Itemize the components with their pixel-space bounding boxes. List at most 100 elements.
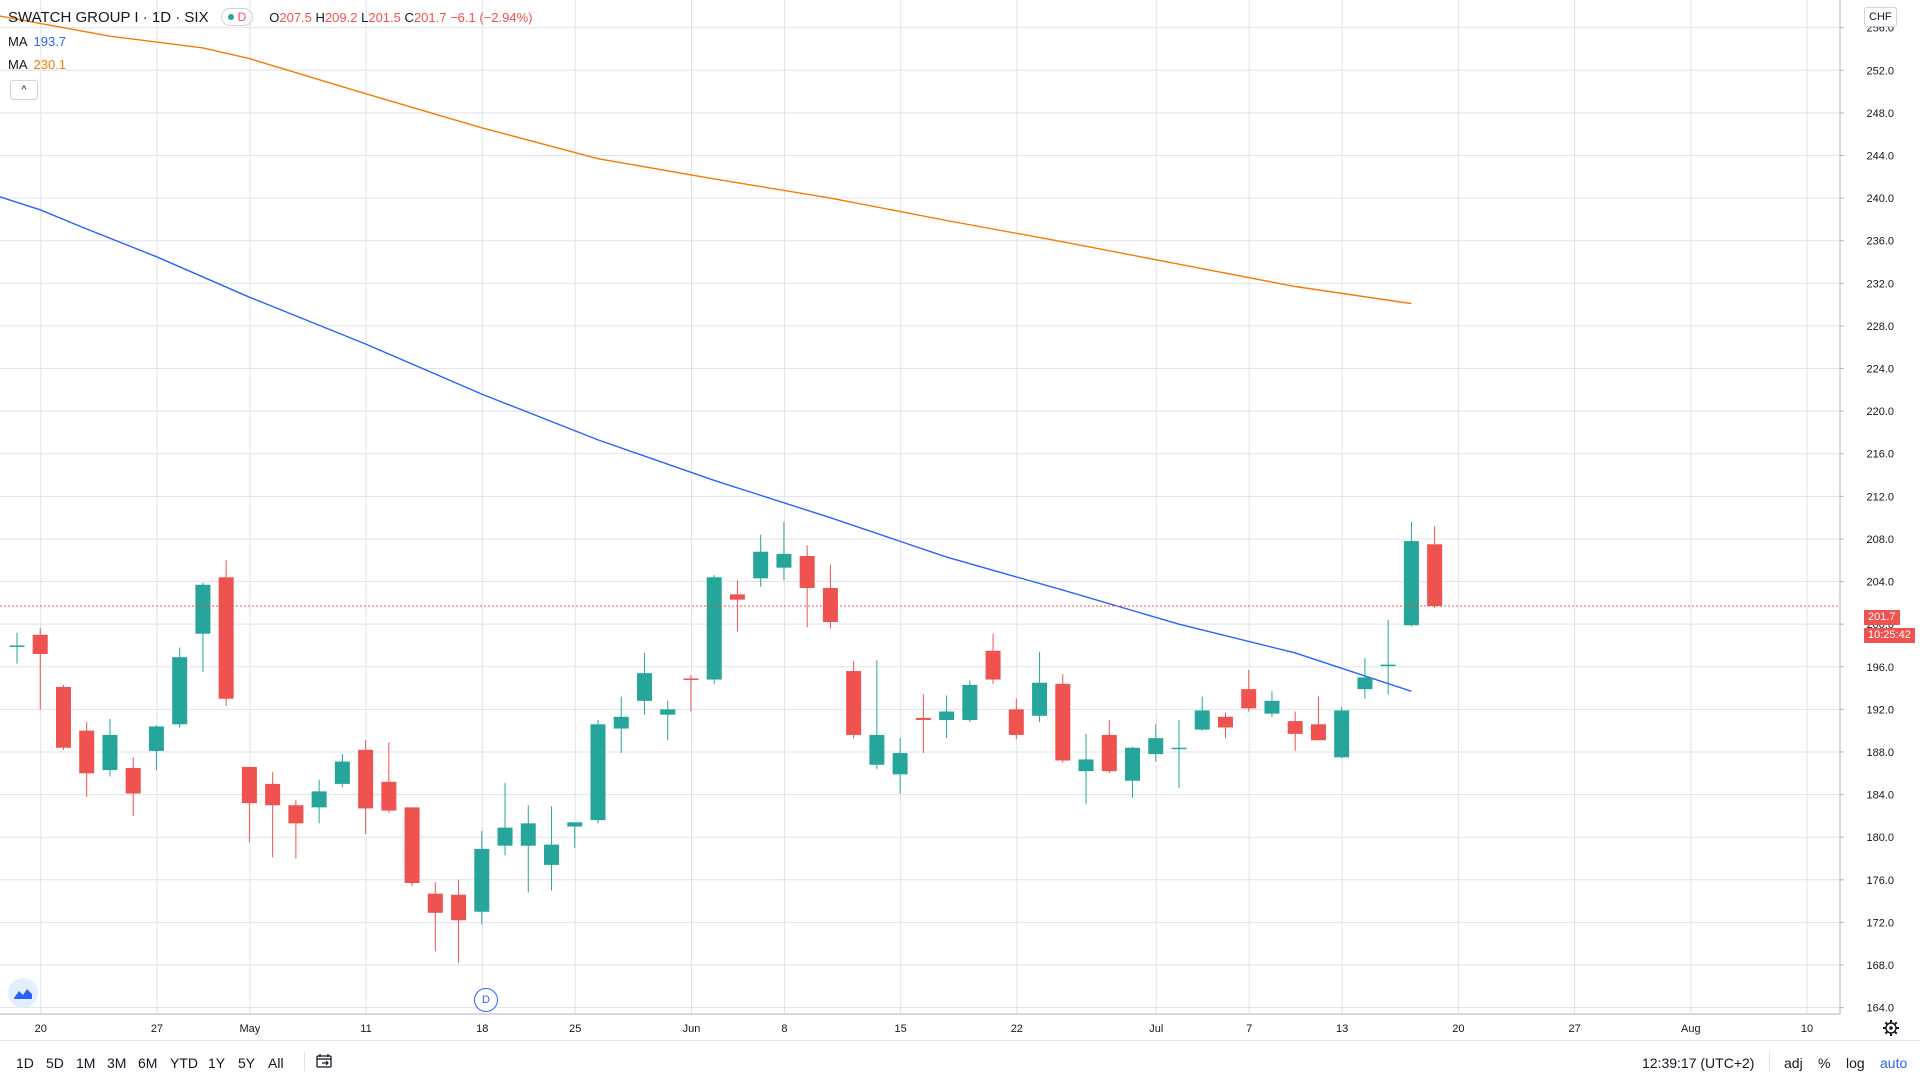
candle-down[interactable] — [125, 757, 141, 816]
range-button-6m[interactable]: 6M — [138, 1055, 158, 1071]
candle-up[interactable] — [636, 652, 652, 715]
candle-down[interactable] — [427, 881, 443, 952]
candle-up[interactable] — [962, 680, 978, 723]
candle-down[interactable] — [288, 799, 304, 859]
candle-down[interactable] — [683, 675, 699, 712]
candle-up[interactable] — [1032, 651, 1048, 723]
candle-up[interactable] — [567, 822, 583, 848]
candle-up[interactable] — [1171, 720, 1187, 789]
tradingview-logo-icon[interactable] — [8, 978, 38, 1008]
candle-body — [451, 894, 467, 921]
goto-date-icon[interactable] — [316, 1053, 334, 1069]
candle-up[interactable] — [172, 647, 188, 728]
range-button-ytd[interactable]: YTD — [170, 1055, 198, 1071]
candle-up[interactable] — [660, 700, 676, 741]
candle-up[interactable] — [892, 738, 908, 794]
candle-body — [590, 724, 606, 821]
candle-up[interactable] — [311, 779, 327, 824]
candle-up[interactable] — [1125, 746, 1141, 798]
candle-up[interactable] — [474, 830, 490, 925]
candle-body — [962, 684, 978, 721]
candle-body — [1380, 664, 1396, 667]
candle-down[interactable] — [915, 694, 931, 754]
candle-up[interactable] — [869, 660, 885, 770]
market-status-badge[interactable]: D — [220, 8, 254, 26]
candle-down[interactable] — [822, 564, 838, 629]
range-button-all[interactable]: All — [268, 1055, 284, 1071]
settings-gear-icon[interactable] — [1883, 1020, 1899, 1036]
range-button-1m[interactable]: 1M — [76, 1055, 96, 1071]
candle-up[interactable] — [1357, 658, 1373, 699]
candle-up[interactable] — [1264, 691, 1280, 717]
range-button-1y[interactable]: 1Y — [208, 1055, 226, 1071]
candle-down[interactable] — [265, 772, 281, 858]
adjust-toggle[interactable]: adj — [1784, 1055, 1803, 1071]
candle-up[interactable] — [753, 534, 769, 587]
clock-timezone[interactable]: 12:39:17 (UTC+2) — [1642, 1055, 1755, 1071]
candle-up[interactable] — [9, 632, 25, 664]
candle-body — [241, 766, 257, 804]
candlestick-series[interactable] — [9, 521, 1443, 963]
candle-up[interactable] — [1194, 696, 1210, 731]
candle-down[interactable] — [846, 661, 862, 739]
candle-body — [32, 634, 48, 654]
candle-down[interactable] — [218, 560, 234, 707]
chart-canvas[interactable]: 164.0 168.0 172.0 176.0 180.0 184.0 188.0 192.0… — [0, 0, 1920, 1040]
candle-down[interactable] — [79, 722, 95, 797]
candle-up[interactable] — [706, 575, 722, 684]
percent-scale-toggle[interactable]: % — [1818, 1055, 1831, 1071]
candle-down[interactable] — [1310, 696, 1326, 741]
candle-up[interactable] — [590, 720, 606, 824]
candle-up[interactable] — [497, 782, 513, 856]
log-scale-toggle[interactable]: log — [1846, 1055, 1865, 1071]
candle-up[interactable] — [939, 695, 955, 739]
candle-down[interactable] — [32, 628, 48, 710]
candle-up[interactable] — [1334, 707, 1350, 759]
candle-down[interactable] — [1427, 526, 1443, 609]
candle-up[interactable] — [1078, 733, 1094, 805]
candle-down[interactable] — [451, 879, 467, 963]
candle-up[interactable] — [520, 805, 536, 893]
ma-fast-legend[interactable]: MA 193.7 — [8, 34, 66, 49]
candle-down[interactable] — [55, 684, 71, 750]
auto-scale-toggle[interactable]: auto — [1880, 1055, 1908, 1071]
candle-down[interactable] — [1008, 698, 1024, 740]
candle-up[interactable] — [1403, 521, 1419, 627]
dividend-event-marker[interactable]: D — [474, 988, 498, 1012]
time-tick-label: 13 — [1336, 1023, 1348, 1035]
candle-up[interactable] — [334, 754, 350, 788]
candle-up[interactable] — [102, 718, 118, 777]
candle-down[interactable] — [1287, 711, 1303, 751]
candle-down[interactable] — [985, 633, 1001, 684]
candle-up[interactable] — [1380, 619, 1396, 695]
candle-down[interactable] — [1055, 674, 1071, 763]
candle-down[interactable] — [241, 766, 257, 843]
collapse-legend-button[interactable]: ^ — [10, 80, 38, 100]
candle-up[interactable] — [613, 696, 629, 754]
ma-slow-legend[interactable]: MA 230.1 — [8, 57, 66, 72]
candle-down[interactable] — [404, 807, 420, 887]
range-button-5y[interactable]: 5Y — [238, 1055, 256, 1071]
candle-up[interactable] — [148, 725, 164, 771]
price-axis[interactable]: 164.0 168.0 172.0 176.0 180.0 184.0 188.0 192.0… — [1840, 23, 1894, 1015]
candle-down[interactable] — [1241, 669, 1257, 712]
range-button-1d[interactable]: 1D — [16, 1055, 34, 1071]
symbol-title[interactable]: SWATCH GROUP I · 1D · SIX — [8, 8, 209, 26]
range-button-5d[interactable]: 5D — [46, 1055, 64, 1071]
candle-up[interactable] — [776, 521, 792, 581]
currency-button[interactable]: CHF — [1864, 7, 1897, 27]
price-tick-label: 228.0 — [1866, 321, 1894, 333]
candle-down[interactable] — [1217, 712, 1233, 739]
candle-down[interactable] — [381, 742, 397, 813]
candle-up[interactable] — [195, 582, 211, 673]
candle-up[interactable] — [544, 806, 560, 891]
range-button-3m[interactable]: 3M — [107, 1055, 127, 1071]
candle-body — [102, 734, 118, 771]
time-axis[interactable]: 20 27 May 11 18 25 Jun 8 15 22 Jul 7 13 20 27 Aug 10 — [35, 1023, 1813, 1035]
candle-down[interactable] — [358, 740, 374, 834]
candle-down[interactable] — [799, 545, 815, 628]
candle-down[interactable] — [1101, 720, 1117, 774]
price-tick-label: 180.0 — [1866, 832, 1894, 844]
candle-body — [334, 761, 350, 784]
candle-up[interactable] — [1148, 724, 1164, 762]
